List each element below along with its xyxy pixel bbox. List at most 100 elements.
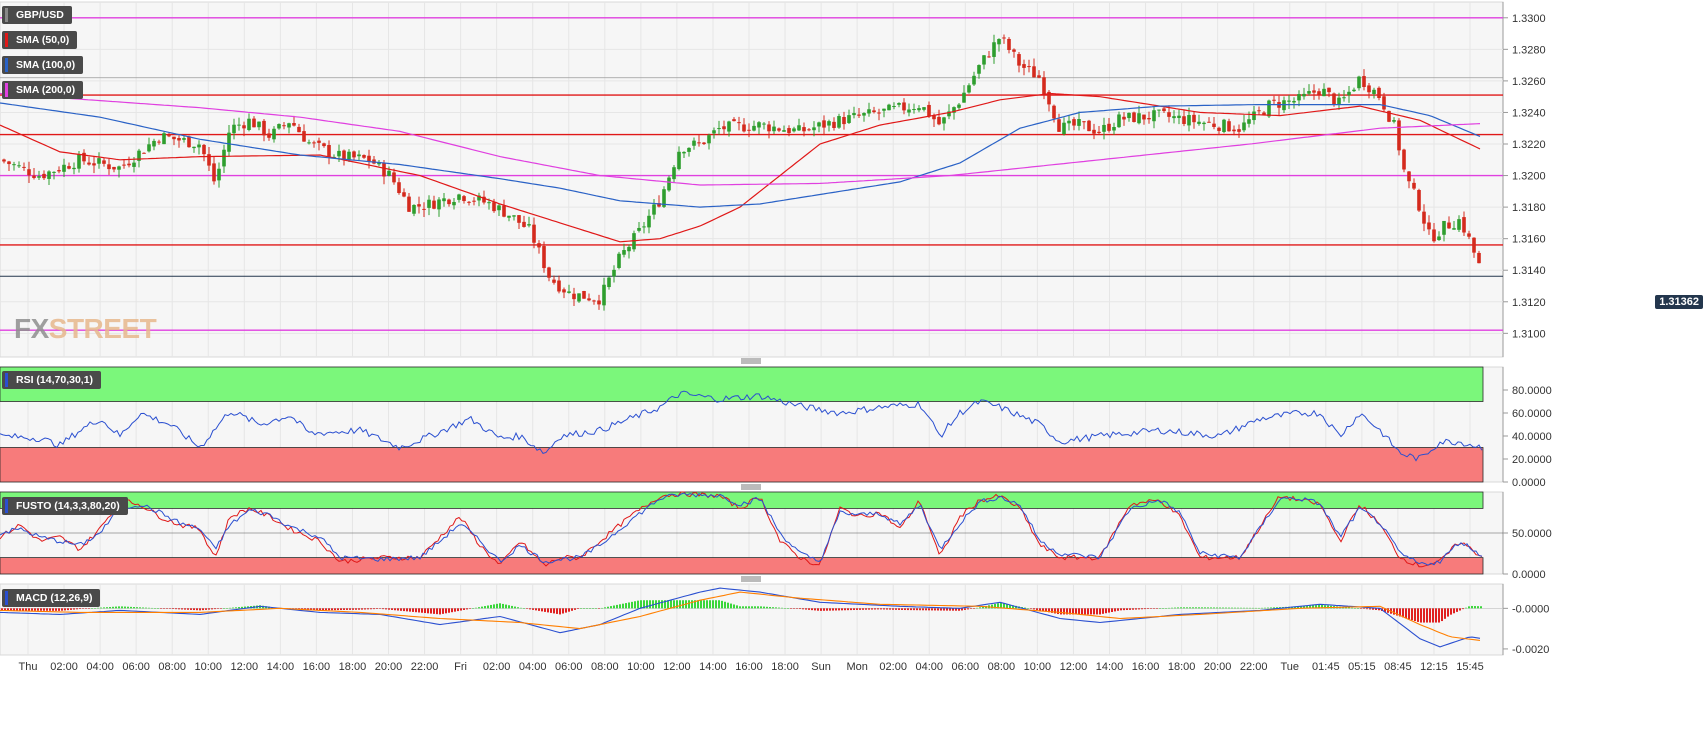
histogram-bar bbox=[4, 608, 6, 611]
histogram-bar bbox=[910, 608, 912, 611]
candle-body bbox=[502, 205, 506, 217]
histogram-bar bbox=[547, 608, 549, 613]
histogram-bar bbox=[670, 600, 672, 609]
histogram-bar bbox=[532, 608, 534, 610]
candle-body bbox=[387, 170, 391, 176]
x-tick-label: 16:00 bbox=[1132, 661, 1160, 673]
histogram-bar bbox=[946, 608, 948, 611]
histogram-bar bbox=[619, 604, 621, 609]
histogram-bar bbox=[349, 608, 351, 610]
histogram-bar bbox=[808, 608, 810, 610]
candle-body bbox=[342, 150, 346, 160]
candle-body bbox=[82, 152, 86, 162]
candle-body bbox=[292, 123, 296, 126]
histogram-bar bbox=[1066, 608, 1068, 615]
histogram-bar bbox=[1345, 607, 1347, 609]
pane-splitter-1[interactable] bbox=[741, 484, 761, 490]
candle-body bbox=[1377, 87, 1381, 98]
pane-splitter-2[interactable] bbox=[741, 576, 761, 582]
candle-body bbox=[862, 113, 866, 116]
candle-body bbox=[352, 151, 356, 158]
pane-splitter-0[interactable] bbox=[741, 358, 761, 364]
candle-body bbox=[792, 128, 796, 132]
histogram-bar bbox=[739, 606, 741, 609]
histogram-bar bbox=[229, 607, 231, 609]
histogram-bar bbox=[1423, 608, 1425, 623]
candle-body bbox=[12, 164, 16, 166]
candle-body bbox=[52, 171, 56, 173]
histogram-bar bbox=[388, 608, 390, 610]
candle-body bbox=[1407, 171, 1411, 182]
histogram-bar bbox=[1093, 608, 1095, 615]
candle-body bbox=[227, 132, 231, 152]
candle-body bbox=[1122, 116, 1126, 120]
histogram-bar bbox=[811, 608, 813, 611]
histogram-bar bbox=[481, 606, 483, 609]
candle-body bbox=[822, 120, 826, 128]
histogram-bar bbox=[631, 601, 633, 609]
legend-fusto[interactable]: FUSTO (14,3,3,80,20) bbox=[2, 497, 128, 515]
legend-macd[interactable]: MACD (12,26,9) bbox=[2, 589, 101, 607]
x-tick-label: 05:15 bbox=[1348, 661, 1376, 673]
histogram-bar bbox=[385, 608, 387, 610]
candle-body bbox=[427, 199, 431, 208]
x-tick-label: 06:00 bbox=[555, 661, 583, 673]
histogram-bar bbox=[793, 608, 795, 609]
histogram-bar bbox=[814, 608, 816, 611]
histogram-bar bbox=[361, 608, 363, 610]
legend-pair[interactable]: GBP/USD bbox=[2, 6, 72, 24]
histogram-bar bbox=[952, 608, 954, 611]
y-tick-label: 40.0000 bbox=[1512, 431, 1552, 443]
candle-body bbox=[772, 126, 776, 132]
y-tick-label: 60.0000 bbox=[1512, 408, 1552, 420]
histogram-bar bbox=[184, 608, 186, 610]
candle-body bbox=[722, 126, 726, 130]
histogram-bar bbox=[715, 600, 717, 609]
histogram-bar bbox=[820, 608, 822, 611]
candle-body bbox=[287, 123, 291, 128]
histogram-bar bbox=[1465, 607, 1467, 609]
histogram-bar bbox=[610, 606, 612, 609]
histogram-bar bbox=[595, 608, 597, 609]
histogram-bar bbox=[778, 607, 780, 609]
histogram-bar bbox=[1132, 608, 1134, 610]
histogram-bar bbox=[736, 605, 738, 609]
histogram-bar bbox=[865, 608, 867, 610]
histogram-bar bbox=[394, 608, 396, 611]
histogram-bar bbox=[691, 600, 693, 609]
candle-body bbox=[1472, 237, 1476, 253]
histogram-bar bbox=[499, 603, 501, 609]
candle-body bbox=[237, 124, 241, 126]
histogram-bar bbox=[1153, 608, 1155, 609]
histogram-bar bbox=[1255, 607, 1257, 609]
histogram-bar bbox=[133, 607, 135, 609]
candle-body bbox=[527, 224, 531, 226]
x-tick-label: Thu bbox=[19, 661, 38, 673]
legend-sma-200[interactable]: SMA (200,0) bbox=[2, 81, 84, 99]
candle-body bbox=[607, 277, 611, 288]
candle-body bbox=[622, 250, 626, 255]
candle-body bbox=[437, 199, 441, 210]
histogram-bar bbox=[1162, 608, 1164, 609]
histogram-bar bbox=[175, 608, 177, 610]
histogram-bar bbox=[718, 600, 720, 609]
legend-sma-100[interactable]: SMA (100,0) bbox=[2, 56, 84, 74]
histogram-bar bbox=[781, 607, 783, 609]
candle-body bbox=[762, 123, 766, 125]
histogram-bar bbox=[934, 608, 936, 611]
fxstreet-watermark: FXSTREET bbox=[14, 313, 157, 344]
histogram-bar bbox=[337, 608, 339, 611]
candle-body bbox=[1352, 89, 1356, 92]
candle-body bbox=[897, 103, 901, 105]
legend-rsi[interactable]: RSI (14,70,30,1) bbox=[2, 371, 102, 389]
histogram-bar bbox=[643, 600, 645, 609]
candle-body bbox=[172, 136, 176, 140]
candle-body bbox=[567, 291, 571, 293]
x-tick-label: 12:15 bbox=[1420, 661, 1448, 673]
candle-body bbox=[112, 166, 116, 170]
histogram-bar bbox=[1240, 607, 1242, 609]
candle-body bbox=[1452, 228, 1456, 230]
histogram-bar bbox=[616, 604, 618, 609]
legend-sma-50[interactable]: SMA (50,0) bbox=[2, 31, 78, 49]
